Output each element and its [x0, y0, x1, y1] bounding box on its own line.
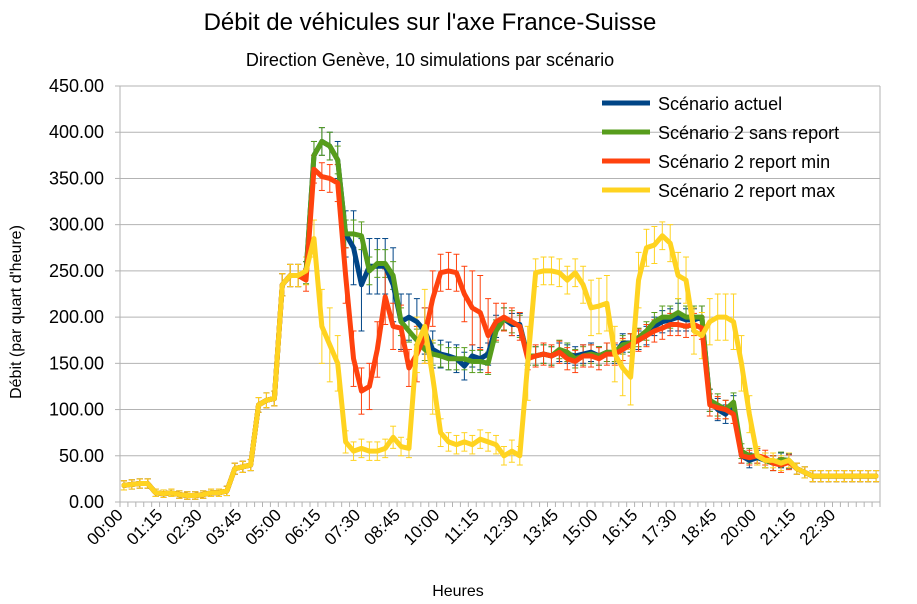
y-tick-label: 250.00: [49, 261, 104, 281]
y-tick-label: 200.00: [49, 307, 104, 327]
x-tick-label: 03:45: [202, 505, 246, 549]
y-tick-label: 350.00: [49, 168, 104, 188]
x-tick-labels: 00:0001:1502:3003:4505:0006:1507:3008:45…: [83, 505, 839, 549]
y-tick-label: 400.00: [49, 122, 104, 142]
y-axis-label: Débit (par quart d'heure): [8, 225, 25, 399]
x-tick-label: 11:15: [440, 505, 483, 548]
legend-label: Scénario 2 report min: [658, 152, 830, 172]
legend: Scénario actuel Scénario 2 sans report Scé…: [602, 94, 839, 201]
series-lines: [121, 138, 879, 499]
x-tick-label: 01:15: [123, 505, 167, 549]
x-tick-label: 02:30: [162, 505, 206, 549]
x-tick-label: 18:45: [677, 505, 721, 549]
legend-label: Scénario 2 report max: [658, 181, 835, 201]
x-tick-label: 13:45: [519, 505, 563, 549]
chart-subtitle: Direction Genève, 10 simulations par scé…: [246, 50, 614, 70]
chart-title: Débit de véhicules sur l'axe France-Suis…: [204, 9, 657, 36]
x-tick-label: 06:15: [281, 505, 325, 549]
x-tick-label: 20:00: [717, 505, 761, 549]
y-tick-label: 300.00: [49, 215, 104, 235]
x-tick-label: 21:15: [756, 505, 800, 549]
x-axis-label: Heures: [432, 583, 484, 600]
legend-label: Scénario actuel: [658, 94, 782, 114]
x-tick-label: 16:15: [598, 505, 642, 549]
x-tick-label: 12:30: [479, 505, 523, 549]
y-tick-label: 450.00: [49, 76, 104, 96]
y-tick-label: 0.00: [69, 492, 104, 512]
x-tick-label: 08:45: [360, 505, 404, 549]
y-tick-label: 150.00: [49, 353, 104, 373]
x-tick-label: 05:00: [242, 505, 286, 549]
y-tick-labels: 0.00 50.00 100.00 150.00 200.00 250.00 300.00 3…: [49, 76, 104, 512]
grid-layer: [115, 85, 881, 507]
y-tick-label: 100.00: [49, 400, 104, 420]
x-tick-label: 22:30: [796, 505, 840, 549]
legend-label: Scénario 2 sans report: [658, 123, 839, 143]
x-tick-label: 17:30: [637, 505, 681, 549]
series-line: [121, 233, 879, 499]
x-tick-label: 07:30: [321, 505, 365, 549]
x-tick-label: 15:00: [558, 505, 602, 549]
x-tick-label: 10:00: [400, 505, 444, 549]
y-tick-label: 50.00: [59, 446, 104, 466]
